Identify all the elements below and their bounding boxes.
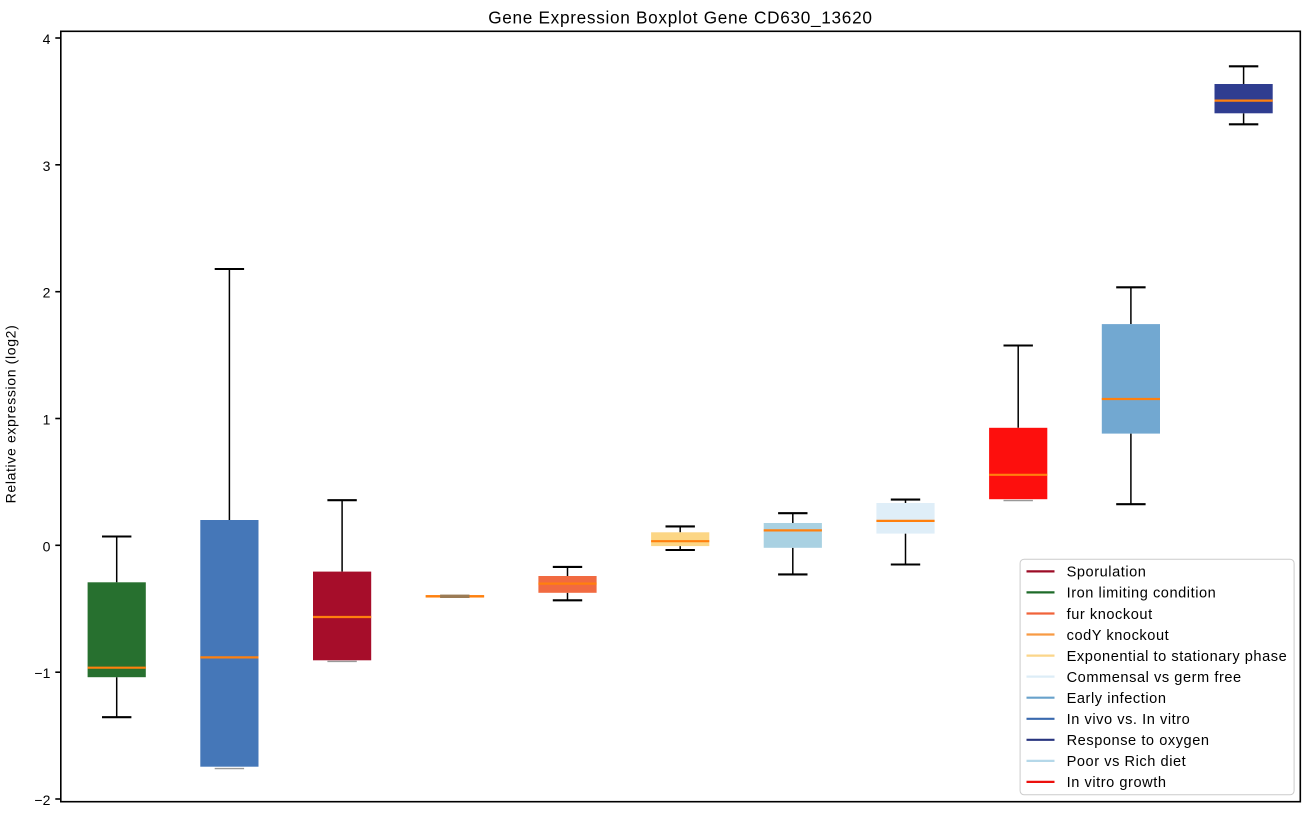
- svg-text:Relative expression (log2): Relative expression (log2): [3, 325, 19, 504]
- svg-text:Iron limiting condition: Iron limiting condition: [1067, 586, 1217, 602]
- svg-text:0: 0: [43, 538, 51, 554]
- svg-text:−1: −1: [34, 665, 50, 681]
- svg-text:Gene Expression Boxplot Gene C: Gene Expression Boxplot Gene CD630_13620: [488, 8, 872, 28]
- svg-text:3: 3: [43, 158, 51, 174]
- svg-text:Response to oxygen: Response to oxygen: [1067, 733, 1210, 749]
- svg-text:In vitro growth: In vitro growth: [1067, 775, 1167, 791]
- svg-text:Early infection: Early infection: [1067, 691, 1167, 707]
- svg-text:4: 4: [43, 31, 51, 47]
- svg-text:−2: −2: [34, 792, 50, 808]
- svg-text:1: 1: [43, 412, 51, 428]
- svg-text:codY knockout: codY knockout: [1067, 628, 1170, 644]
- svg-text:Sporulation: Sporulation: [1067, 565, 1147, 581]
- svg-text:Exponential to stationary phas: Exponential to stationary phase: [1067, 649, 1288, 665]
- svg-text:Poor vs Rich diet: Poor vs Rich diet: [1067, 754, 1187, 770]
- svg-text:2: 2: [43, 285, 51, 301]
- svg-text:Commensal vs germ free: Commensal vs germ free: [1067, 670, 1242, 686]
- svg-text:fur knockout: fur knockout: [1067, 607, 1153, 623]
- svg-text:In vivo vs. In vitro: In vivo vs. In vitro: [1067, 712, 1191, 728]
